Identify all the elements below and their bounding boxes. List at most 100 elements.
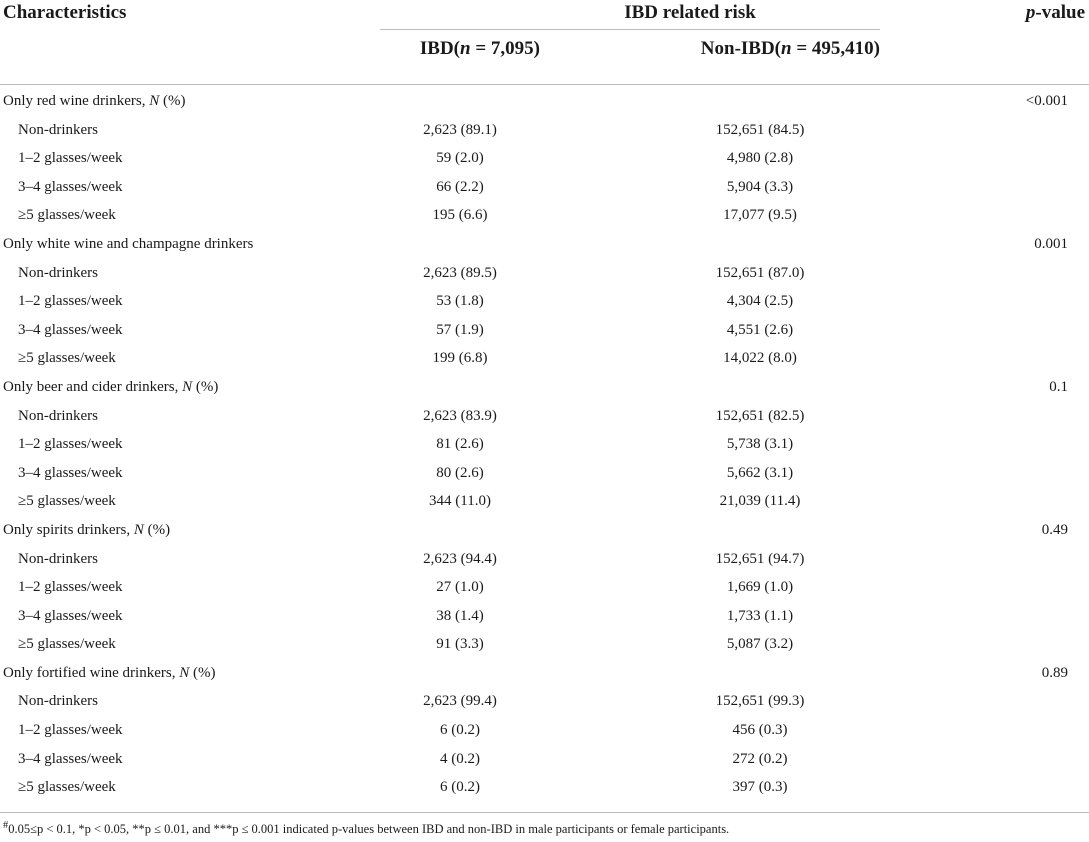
cell-characteristic-label: Only fortified wine drinkers, bbox=[3, 664, 180, 681]
cell-nonibd: 1,733 (1.1) bbox=[726, 607, 794, 624]
header-divider bbox=[0, 84, 1089, 85]
cell-characteristic: 3–4 glasses/week bbox=[18, 173, 123, 201]
cell-ibd: 66 (2.2) bbox=[436, 178, 484, 195]
header-ibd-prefix: IBD( bbox=[419, 38, 461, 59]
cell-nonibd: 5,662 (3.1) bbox=[726, 464, 794, 481]
cell-nonibd: 456 (0.3) bbox=[732, 722, 788, 739]
footnote-text: 0.05≤p < 0.1, *p < 0.05, **p ≤ 0.01, and… bbox=[8, 822, 730, 837]
cell-characteristic-label: ≥5 glasses/week bbox=[18, 779, 116, 796]
group-underline bbox=[380, 29, 880, 30]
cell-ibd: 195 (6.6) bbox=[432, 207, 488, 224]
cell-characteristic: 3–4 glasses/week bbox=[18, 316, 123, 344]
cell-characteristic: 1–2 glasses/week bbox=[18, 287, 123, 315]
cell-ibd: 2,623 (94.4) bbox=[423, 550, 497, 567]
cell-characteristic-italic: N bbox=[133, 521, 144, 538]
cell-characteristic: Only fortified wine drinkers, N (%) bbox=[3, 659, 215, 687]
table-row-category: Only spirits drinkers, N (%) 0.49 bbox=[0, 516, 1089, 545]
table-row: 3–4 glasses/week 66 (2.2) 5,904 (3.3) bbox=[0, 173, 1089, 202]
cell-characteristic-label: ≥5 glasses/week bbox=[18, 636, 116, 653]
table-header-row-2: IBD(n = 7,095) Non-IBD(n = 495,410) bbox=[0, 38, 1089, 66]
cell-characteristic: 1–2 glasses/week bbox=[18, 573, 123, 601]
cell-characteristic: 1–2 glasses/week bbox=[18, 716, 123, 744]
cell-ibd: 4 (0.2) bbox=[440, 750, 480, 767]
cell-p-value: 0.001 bbox=[1034, 235, 1068, 252]
cell-ibd: 57 (1.9) bbox=[436, 321, 484, 338]
cell-characteristic-label: 3–4 glasses/week bbox=[18, 464, 123, 481]
cell-characteristic: Non-drinkers bbox=[18, 402, 98, 430]
cell-nonibd: 1,669 (1.0) bbox=[726, 579, 794, 596]
cell-characteristic-label: Non-drinkers bbox=[18, 264, 98, 281]
cell-characteristic-label: 1–2 glasses/week bbox=[18, 579, 123, 596]
table-row: 1–2 glasses/week 53 (1.8) 4,304 (2.5) bbox=[0, 287, 1089, 316]
cell-ibd: 53 (1.8) bbox=[436, 293, 484, 310]
cell-characteristic-label: 3–4 glasses/week bbox=[18, 178, 123, 195]
table-row: ≥5 glasses/week 344 (11.0) 21,039 (11.4) bbox=[0, 487, 1089, 516]
header-ibd-column: IBD(n = 7,095) bbox=[380, 38, 540, 60]
cell-characteristic-label: 3–4 glasses/week bbox=[18, 750, 123, 767]
cell-characteristic: Non-drinkers bbox=[18, 116, 98, 144]
cell-nonibd: 14,022 (8.0) bbox=[723, 350, 797, 367]
cell-nonibd: 152,651 (82.5) bbox=[715, 407, 805, 424]
cell-ibd: 199 (6.8) bbox=[432, 350, 488, 367]
cell-nonibd: 152,651 (87.0) bbox=[715, 264, 805, 281]
cell-characteristic-italic: N bbox=[149, 93, 160, 109]
table-row: ≥5 glasses/week 6 (0.2) 397 (0.3) bbox=[0, 773, 1089, 802]
table-bottom-divider bbox=[0, 812, 1089, 813]
cell-ibd: 80 (2.6) bbox=[436, 464, 484, 481]
table-header-row-1: Characteristics IBD related risk p-value bbox=[0, 2, 1089, 28]
cell-p-value: 0.1 bbox=[1049, 378, 1068, 395]
cell-nonibd: 17,077 (9.5) bbox=[723, 207, 797, 224]
cell-characteristic-tail: (%) bbox=[159, 93, 186, 109]
table-row: 1–2 glasses/week 6 (0.2) 456 (0.3) bbox=[0, 716, 1089, 745]
cell-p-value: 0.49 bbox=[1041, 521, 1068, 538]
cell-ibd: 6 (0.2) bbox=[440, 722, 480, 739]
cell-ibd: 27 (1.0) bbox=[436, 579, 484, 596]
header-ibd-n: n bbox=[460, 38, 471, 59]
cell-p-value: <0.001 bbox=[1025, 93, 1068, 109]
cell-nonibd: 4,980 (2.8) bbox=[726, 150, 794, 167]
table-row: 3–4 glasses/week 80 (2.6) 5,662 (3.1) bbox=[0, 459, 1089, 488]
cell-characteristic: Non-drinkers bbox=[18, 687, 98, 715]
table-row: ≥5 glasses/week 195 (6.6) 17,077 (9.5) bbox=[0, 201, 1089, 230]
cell-nonibd: 5,087 (3.2) bbox=[726, 636, 794, 653]
cell-characteristic: ≥5 glasses/week bbox=[18, 201, 116, 229]
header-p-value-rest: -value bbox=[1035, 2, 1085, 23]
cell-characteristic: ≥5 glasses/week bbox=[18, 630, 116, 658]
cell-characteristic-label: Non-drinkers bbox=[18, 550, 98, 567]
table-row: ≥5 glasses/week 199 (6.8) 14,022 (8.0) bbox=[0, 344, 1089, 373]
cell-p-value: 0.89 bbox=[1041, 664, 1068, 681]
cell-characteristic-label: Only beer and cider drinkers, bbox=[3, 378, 183, 395]
cell-characteristic: 1–2 glasses/week bbox=[18, 144, 123, 172]
cell-nonibd: 152,651 (84.5) bbox=[715, 121, 805, 138]
cell-characteristic-label: Only red wine drinkers, bbox=[3, 93, 150, 109]
cell-characteristic-tail: (%) bbox=[189, 664, 216, 681]
cell-characteristic-italic: N bbox=[182, 378, 193, 395]
cell-characteristic-label: ≥5 glasses/week bbox=[18, 350, 116, 367]
cell-characteristic-label: 1–2 glasses/week bbox=[18, 722, 123, 739]
table-row: 1–2 glasses/week 27 (1.0) 1,669 (1.0) bbox=[0, 573, 1089, 602]
cell-characteristic-label: Non-drinkers bbox=[18, 693, 98, 710]
table-row: Non-drinkers 2,623 (89.1) 152,651 (84.5) bbox=[0, 116, 1089, 145]
header-group-title: IBD related risk bbox=[624, 2, 756, 23]
cell-characteristic: 1–2 glasses/week bbox=[18, 430, 123, 458]
table-row-category: Only white wine and champagne drinkers 0.… bbox=[0, 230, 1089, 259]
header-nonibd-prefix: Non-IBD( bbox=[700, 38, 782, 59]
cell-ibd: 2,623 (99.4) bbox=[423, 693, 497, 710]
cell-characteristic: Non-drinkers bbox=[18, 545, 98, 573]
table-row: ≥5 glasses/week 91 (3.3) 5,087 (3.2) bbox=[0, 630, 1089, 659]
cell-nonibd: 21,039 (11.4) bbox=[719, 493, 801, 510]
table-row: Non-drinkers 2,623 (99.4) 152,651 (99.3) bbox=[0, 687, 1089, 716]
cell-characteristic-label: 1–2 glasses/week bbox=[18, 293, 123, 310]
cell-characteristic: Only beer and cider drinkers, N (%) bbox=[3, 373, 218, 401]
cell-characteristic-label: 3–4 glasses/week bbox=[18, 607, 123, 624]
cell-characteristic-label: ≥5 glasses/week bbox=[18, 207, 116, 224]
cell-characteristic-label: Non-drinkers bbox=[18, 121, 98, 138]
cell-ibd: 91 (3.3) bbox=[436, 636, 484, 653]
table-row-category: Only fortified wine drinkers, N (%) 0.89 bbox=[0, 659, 1089, 688]
table-row: 1–2 glasses/week 81 (2.6) 5,738 (3.1) bbox=[0, 430, 1089, 459]
table-row: Non-drinkers 2,623 (89.5) 152,651 (87.0) bbox=[0, 259, 1089, 288]
cell-characteristic-label: Only spirits drinkers, bbox=[3, 521, 134, 538]
table-footnote: #0.05≤p < 0.1, *p < 0.05, **p ≤ 0.01, an… bbox=[3, 820, 729, 837]
cell-characteristic: Only spirits drinkers, N (%) bbox=[3, 516, 170, 544]
cell-characteristic: 3–4 glasses/week bbox=[18, 745, 123, 773]
